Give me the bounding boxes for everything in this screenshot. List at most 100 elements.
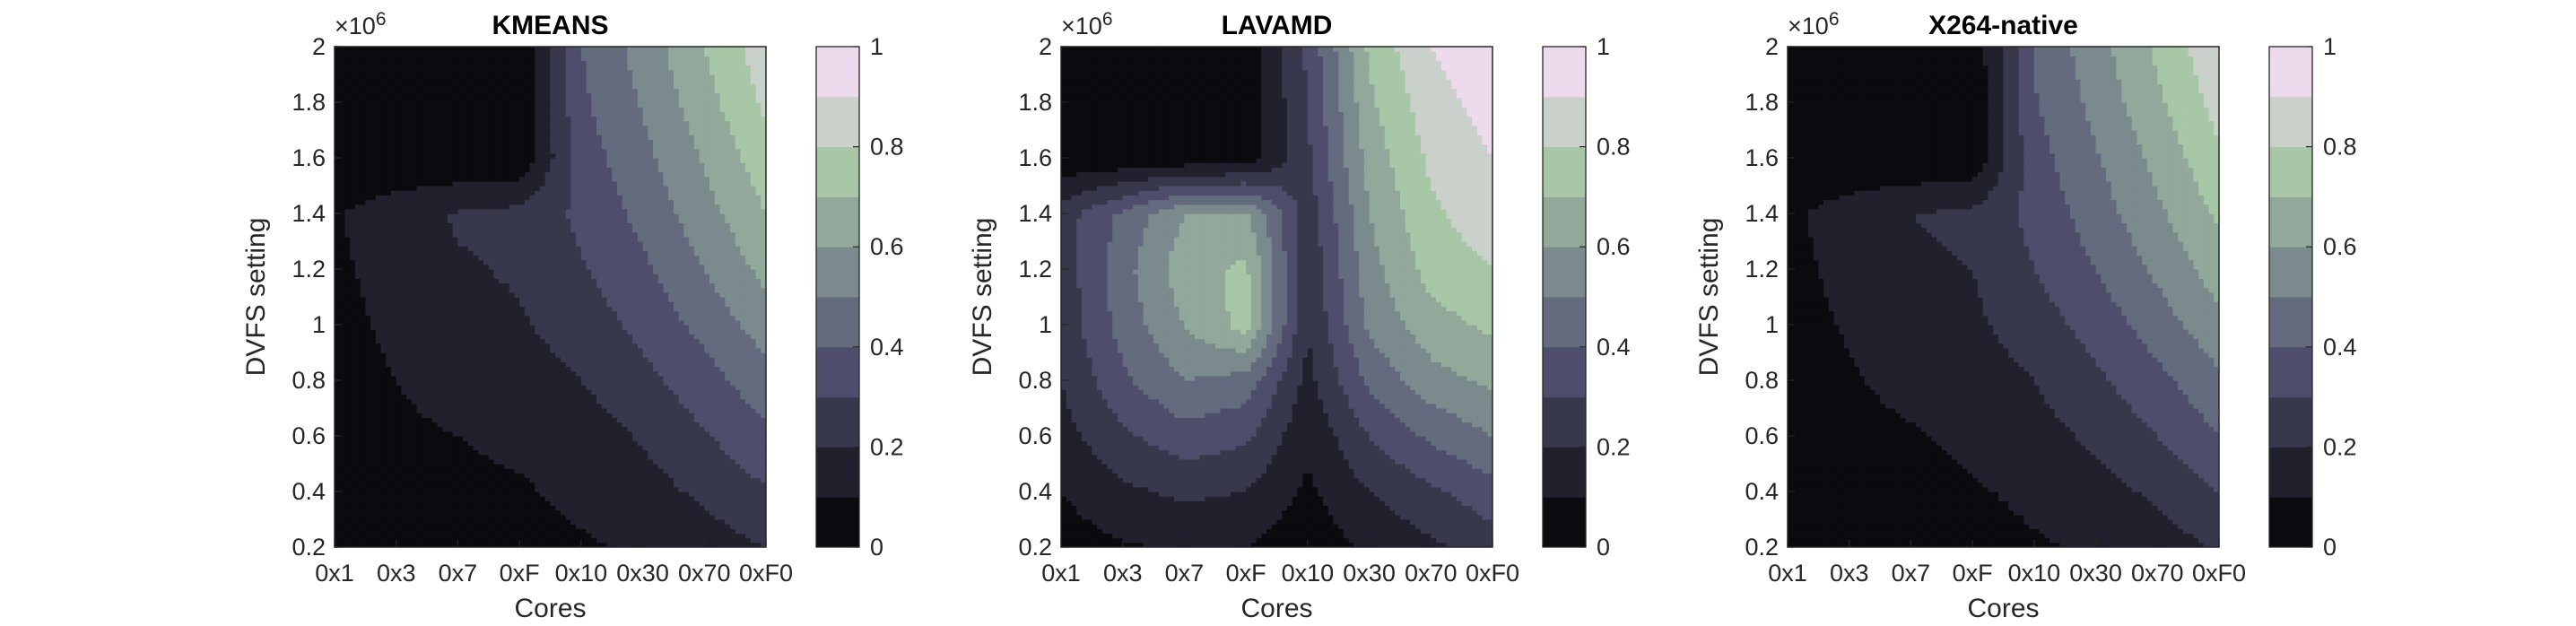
contour-cell bbox=[447, 301, 454, 307]
contour-cell bbox=[509, 514, 516, 520]
contour-cell bbox=[653, 445, 659, 451]
contour-cell bbox=[755, 278, 761, 284]
contour-cell bbox=[735, 473, 741, 479]
contour-cell bbox=[601, 334, 608, 340]
contour-cell bbox=[560, 500, 567, 507]
contour-cell bbox=[457, 468, 464, 474]
contour-cell bbox=[344, 519, 351, 525]
contour-cell bbox=[390, 528, 397, 535]
contour-cell bbox=[463, 361, 469, 368]
contour-cell bbox=[344, 370, 351, 377]
contour-cell bbox=[616, 366, 623, 372]
contour-cell bbox=[370, 325, 377, 330]
contour-cell bbox=[601, 306, 608, 312]
contour-cell bbox=[401, 291, 407, 298]
contour-cell bbox=[447, 385, 454, 390]
contour-cell bbox=[473, 357, 479, 362]
contour-cell bbox=[488, 473, 495, 479]
contour-cell bbox=[411, 347, 418, 353]
contour-cell bbox=[642, 430, 648, 437]
contour-cell bbox=[565, 505, 572, 511]
contour-cell bbox=[761, 380, 766, 386]
contour-cell bbox=[452, 370, 459, 377]
contour-cell bbox=[365, 482, 371, 488]
contour-cell bbox=[350, 449, 356, 456]
contour-cell bbox=[437, 445, 443, 451]
contour-cell bbox=[591, 283, 597, 289]
contour-cell bbox=[335, 325, 341, 330]
contour-cell bbox=[719, 417, 726, 423]
contour-cell bbox=[612, 528, 618, 535]
contour-cell bbox=[560, 403, 567, 409]
contour-cell bbox=[678, 297, 684, 302]
contour-cell bbox=[386, 343, 392, 349]
contour-cell bbox=[745, 297, 752, 302]
contour-cell bbox=[519, 449, 526, 456]
contour-cell bbox=[483, 458, 490, 465]
contour-cell bbox=[642, 542, 648, 547]
contour-cell bbox=[616, 306, 623, 312]
contour-cell bbox=[714, 398, 721, 404]
contour-cell bbox=[616, 325, 623, 330]
contour-cell bbox=[601, 366, 608, 372]
contour-cell bbox=[725, 482, 731, 488]
contour-cell bbox=[596, 278, 603, 284]
contour-cell bbox=[704, 319, 710, 326]
contour-cell bbox=[740, 347, 746, 353]
contour-cell bbox=[365, 514, 371, 520]
contour-cell bbox=[529, 287, 535, 293]
contour-cell bbox=[375, 347, 382, 353]
contour-cell bbox=[637, 500, 644, 507]
contour-cell bbox=[570, 398, 577, 404]
contour-cell bbox=[642, 454, 648, 460]
contour-cell bbox=[668, 505, 674, 511]
contour-cell bbox=[704, 440, 710, 446]
contour-cell bbox=[339, 430, 346, 437]
contour-cell bbox=[354, 389, 361, 396]
contour-cell bbox=[375, 357, 382, 362]
contour-cell bbox=[673, 385, 680, 390]
contour-cell bbox=[560, 361, 567, 368]
contour-cell bbox=[493, 454, 500, 460]
contour-cell bbox=[648, 278, 654, 284]
contour-cell bbox=[350, 347, 356, 353]
contour-cell bbox=[591, 398, 597, 404]
contour-cell bbox=[467, 297, 474, 302]
contour-cell bbox=[689, 338, 695, 344]
contour-cell bbox=[350, 417, 356, 423]
contour-cell bbox=[755, 287, 761, 293]
contour-cell bbox=[612, 301, 618, 307]
contour-cell bbox=[576, 385, 582, 390]
contour-cell bbox=[354, 542, 361, 547]
contour-cell bbox=[704, 458, 710, 465]
contour-cell bbox=[591, 449, 597, 456]
contour-cell bbox=[622, 291, 628, 298]
contour-cell bbox=[601, 278, 608, 284]
contour-cell bbox=[411, 440, 418, 446]
contour-cell bbox=[396, 310, 403, 317]
contour-cell bbox=[637, 473, 644, 479]
contour-cell bbox=[427, 500, 433, 507]
contour-cell bbox=[648, 413, 654, 418]
contour-cell bbox=[396, 325, 403, 330]
contour-cell bbox=[580, 366, 587, 372]
contour-cell bbox=[550, 514, 556, 520]
contour-cell bbox=[514, 542, 520, 547]
contour-cell bbox=[427, 426, 433, 432]
contour-cell bbox=[550, 398, 556, 404]
contour-cell bbox=[642, 417, 648, 423]
contour-cell bbox=[535, 528, 541, 535]
contour-cell bbox=[427, 514, 433, 520]
contour-cell bbox=[457, 514, 464, 520]
contour-cell bbox=[360, 403, 366, 409]
contour-cell bbox=[745, 385, 752, 390]
contour-cell bbox=[591, 361, 597, 368]
contour-cell bbox=[431, 361, 439, 368]
contour-cell bbox=[555, 403, 561, 409]
contour-cell bbox=[699, 291, 705, 298]
contour-cell bbox=[596, 283, 603, 289]
contour-cell bbox=[529, 380, 535, 386]
contour-cell bbox=[344, 445, 351, 451]
contour-cell bbox=[442, 533, 448, 539]
contour-cell bbox=[493, 274, 500, 279]
